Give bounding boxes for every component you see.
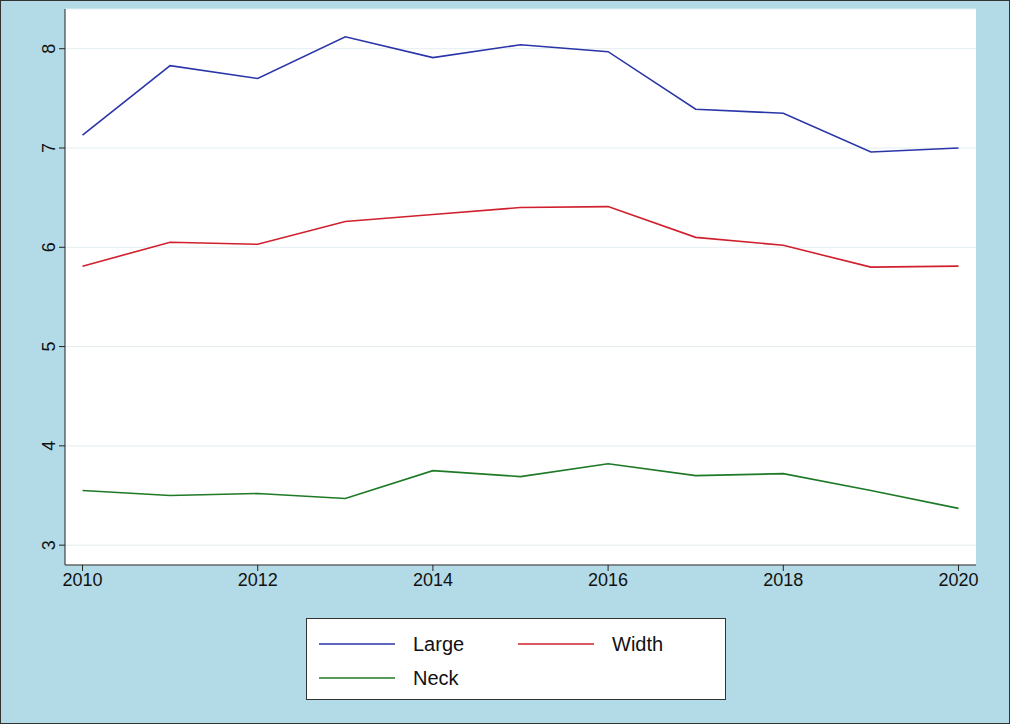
svg-text:3: 3 (39, 540, 59, 550)
svg-text:2014: 2014 (413, 570, 453, 590)
svg-text:2020: 2020 (938, 570, 978, 590)
svg-text:2018: 2018 (763, 570, 803, 590)
svg-text:7: 7 (39, 143, 59, 153)
html-text:Neck: Neck (413, 666, 459, 689)
svg-text:8: 8 (39, 44, 59, 54)
svg-text:5: 5 (39, 342, 59, 352)
html-text:Large: Large (413, 632, 465, 655)
svg-text:2016: 2016 (588, 570, 628, 590)
svg-text:4: 4 (39, 441, 59, 451)
svg-text:2012: 2012 (238, 570, 278, 590)
html-text:Width: Width (612, 632, 664, 655)
svg-text:2010: 2010 (62, 570, 102, 590)
svg-text:6: 6 (39, 242, 59, 252)
